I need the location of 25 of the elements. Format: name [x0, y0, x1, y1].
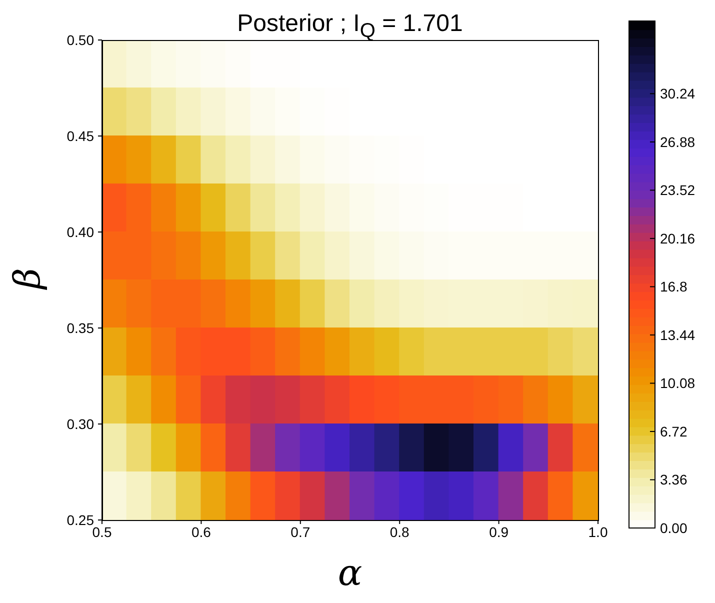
color-bar-label: 20.16 [660, 230, 696, 246]
x-tick-label: 0.7 [290, 524, 310, 540]
x-tick-label: 0.5 [92, 524, 112, 540]
y-tick-label: 0.50 [66, 32, 94, 48]
y-axis-title: β [8, 267, 48, 292]
x-tick-label: 0.6 [191, 524, 212, 540]
y-tick-label: 0.40 [66, 224, 94, 240]
chart-title: Posterior ; I$_{Q}$ = 1.701 [236, 10, 464, 43]
x-tick-label: 0.8 [390, 524, 410, 540]
color-bar-label: 3.36 [660, 472, 688, 488]
color-bar-label: 26.88 [660, 134, 696, 150]
color-bar-label: 6.72 [660, 423, 688, 440]
color-bar-label: 13.44 [660, 326, 696, 343]
y-tick-label: 0.30 [66, 416, 94, 432]
y-tick-label: 0.25 [66, 512, 94, 528]
color-bar-label: 23.52 [660, 182, 696, 198]
x-axis-title: α [336, 553, 364, 594]
color-bar-label: 16.8 [660, 278, 688, 295]
x-tick-label: 0.9 [489, 524, 509, 540]
color-bar-label: 0.00 [660, 520, 688, 536]
color-bar-label: 10.08 [660, 375, 696, 392]
y-tick-label: 0.35 [66, 320, 94, 336]
color-bar-label: 30.24 [660, 86, 696, 102]
x-tick-label: 1.0 [588, 524, 608, 540]
y-tick-label: 0.45 [66, 128, 94, 144]
